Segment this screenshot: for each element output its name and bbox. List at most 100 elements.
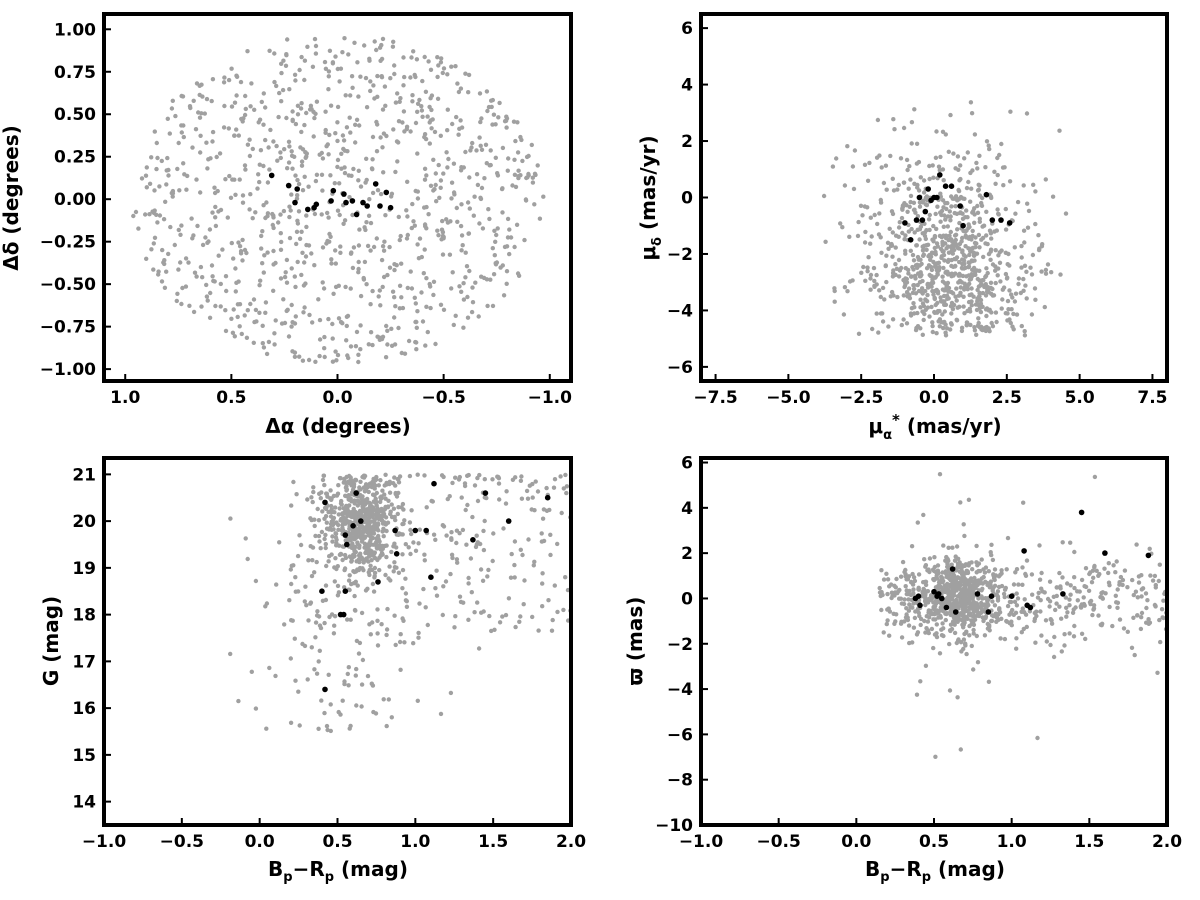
field-star-point — [365, 543, 371, 549]
field-star-point — [323, 127, 328, 133]
field-star-point — [943, 322, 948, 327]
field-star-point — [302, 122, 307, 128]
y-tick-label: −4 — [667, 301, 693, 321]
field-star-point — [323, 532, 328, 538]
field-star-point — [886, 324, 891, 329]
field-star-point — [459, 248, 464, 253]
field-star-point — [354, 666, 359, 672]
field-star-point — [358, 184, 364, 189]
field-star-point — [924, 247, 929, 252]
field-star-point — [413, 188, 418, 194]
field-star-point — [1088, 601, 1093, 607]
field-star-point — [335, 104, 341, 110]
field-star-point — [384, 482, 389, 487]
field-star-point — [328, 234, 333, 239]
field-star-point — [513, 138, 518, 144]
field-star-point — [316, 614, 322, 619]
field-star-point — [360, 657, 366, 663]
field-star-point — [989, 310, 994, 315]
field-star-point — [281, 58, 286, 63]
field-star-point — [951, 593, 957, 598]
field-star-point — [1023, 283, 1028, 288]
field-star-point — [218, 304, 223, 309]
field-star-point — [1030, 252, 1036, 258]
field-star-point — [979, 327, 984, 332]
field-star-point — [941, 233, 946, 238]
field-star-point — [523, 197, 529, 202]
field-star-point — [346, 578, 352, 583]
field-star-point — [273, 318, 278, 323]
field-star-point — [516, 168, 521, 173]
field-star-point — [368, 330, 374, 335]
field-star-point — [940, 249, 945, 254]
field-star-point — [899, 601, 905, 606]
field-star-point — [1063, 211, 1069, 216]
field-star-point — [975, 660, 981, 665]
field-star-point — [1153, 603, 1158, 608]
field-star-point — [942, 302, 947, 307]
field-star-point — [956, 556, 961, 561]
field-star-point — [1043, 271, 1049, 276]
field-star-point — [564, 484, 570, 489]
field-star-point — [917, 204, 923, 209]
field-star-point — [986, 251, 992, 257]
field-star-point — [1040, 242, 1045, 247]
field-star-point — [1125, 585, 1130, 590]
field-star-point — [344, 125, 350, 130]
field-star-point — [203, 235, 208, 240]
field-star-point — [884, 187, 889, 192]
field-star-point — [943, 611, 948, 616]
field-star-point — [263, 310, 268, 315]
field-star-point — [454, 528, 460, 533]
field-star-point — [961, 266, 967, 271]
field-star-point — [486, 207, 491, 212]
field-star-point — [903, 248, 908, 253]
field-star-point — [356, 651, 362, 656]
field-star-point — [874, 282, 879, 287]
field-star-point — [377, 288, 382, 293]
field-star-point — [149, 247, 154, 252]
field-star-point — [261, 345, 267, 350]
field-star-point — [550, 617, 555, 623]
field-star-point — [948, 112, 953, 118]
field-star-point — [910, 252, 916, 258]
field-star-point — [1014, 591, 1019, 596]
field-star-point — [858, 203, 864, 208]
field-star-point — [946, 271, 951, 276]
field-star-point — [552, 477, 558, 482]
field-star-point — [257, 283, 262, 288]
field-star-point — [358, 323, 363, 328]
field-star-point — [245, 142, 251, 147]
field-star-point — [1071, 634, 1077, 639]
field-star-point — [966, 246, 971, 251]
field-star-point — [199, 304, 204, 309]
field-star-point — [469, 145, 474, 150]
field-star-point — [329, 257, 334, 262]
field-star-point — [387, 490, 393, 495]
field-star-point — [531, 563, 536, 568]
field-star-point — [900, 230, 905, 236]
field-star-point — [974, 160, 979, 166]
field-star-point — [301, 283, 307, 288]
field-star-point — [398, 667, 403, 672]
field-star-point — [434, 568, 439, 573]
field-star-point — [974, 307, 980, 313]
field-star-point — [383, 213, 388, 218]
field-star-point — [930, 279, 935, 284]
field-star-point — [938, 154, 943, 160]
field-star-point — [404, 124, 410, 129]
field-star-point — [380, 334, 386, 339]
field-star-point — [278, 231, 283, 236]
field-star-point — [871, 265, 877, 271]
field-star-point — [297, 354, 302, 359]
field-star-point — [903, 276, 908, 281]
field-star-point — [478, 567, 484, 572]
field-star-point — [1146, 617, 1151, 622]
field-star-point — [348, 723, 353, 729]
field-star-point — [889, 289, 895, 295]
field-star-point — [1022, 263, 1028, 268]
field-star-point — [506, 596, 512, 601]
field-star-point — [401, 507, 406, 512]
field-star-point — [196, 110, 201, 115]
member-star-point — [341, 191, 347, 197]
